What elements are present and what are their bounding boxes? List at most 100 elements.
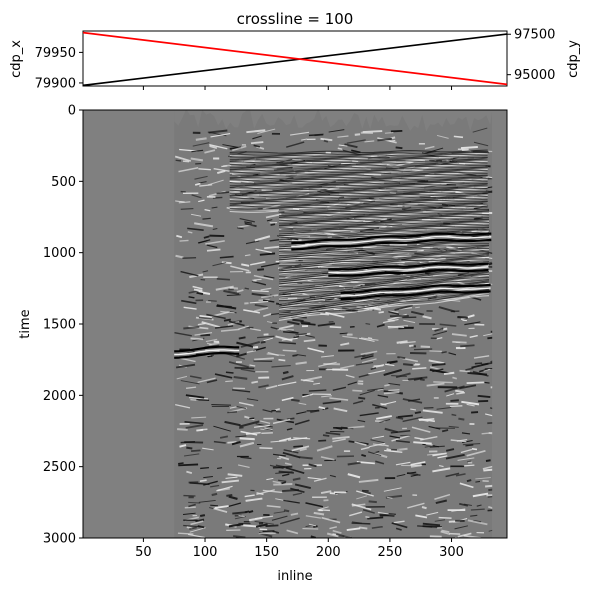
seismic-noise-stroke [458,417,465,421]
seismic-noise-stroke [466,450,486,457]
seismic-noise-stroke [378,311,384,314]
seismic-noise-stroke [249,364,256,367]
seismic-noise-stroke [294,483,311,489]
seismic-noise-stroke [437,455,448,459]
seismic-noise-stroke [238,401,254,407]
seismic-noise-stroke [320,137,333,142]
seismic-noise-stroke [203,476,213,479]
main-x-tick-label: 200 [316,545,341,560]
seismic-noise-stroke [307,477,322,480]
seismic-noise-stroke [393,520,405,524]
seismic-noise-stroke [386,448,392,452]
seismic-noise-stroke [205,338,218,343]
seismic-noise-stroke [175,404,191,409]
seismic-noise-stroke [180,208,194,210]
seismic-noise-stroke [394,304,413,311]
seismic-noise-stroke [432,368,444,373]
seismic-noise-stroke [239,437,255,441]
seismic-noise-stroke [351,503,366,507]
seismic-noise-stroke [216,278,230,281]
seismic-stratum [278,292,490,318]
seismic-noise-stroke [191,149,204,153]
seismic-noise-stroke [194,222,214,228]
seismic-noise-stroke [473,141,489,147]
seismic-noise-stroke [317,322,336,327]
seismic-noise-stroke [198,199,205,203]
seismic-noise-stroke [332,529,342,534]
seismic-noise-stroke [377,137,397,144]
seismic-noise-stroke [352,400,364,405]
seismic-stratum [229,187,488,192]
seismic-noise-stroke [352,389,363,392]
seismic-noise-stroke [321,516,341,524]
seismic-stratum [229,201,488,206]
seismic-noise-stroke [184,421,204,425]
seismic-noise-stroke [452,376,458,380]
seismic-noise-stroke [198,240,208,244]
seismic-noise-stroke [351,522,371,525]
seismic-stratum [229,149,488,154]
seismic-noise-stroke [358,396,366,400]
seismic-noise-stroke [438,464,444,468]
seismic-stratum [278,229,490,235]
seismic-noise-stroke [240,456,252,460]
seismic-noise-stroke [485,459,491,462]
main-x-tick-label: 250 [377,545,402,560]
seismic-noise-stroke [180,440,195,444]
seismic-noise-stroke [265,384,278,390]
seismic-noise-stroke [208,299,217,302]
seismic-stratum [229,163,488,169]
seismic-noise-stroke [220,310,235,314]
seismic-noise-stroke [254,235,271,242]
seismic-stratum [229,200,488,205]
seismic-noise-stroke [199,184,213,187]
top-chart-title: crossline = 100 [237,10,354,28]
seismic-noise-stroke [250,261,266,266]
seismic-noise-stroke [185,424,204,429]
seismic-noise-stroke [261,294,279,299]
top-right-axis-label: cdp_y [566,40,581,78]
seismic-noise-stroke [211,403,231,406]
seismic-noise-stroke [183,524,201,528]
seismic-noise-stroke [260,287,272,291]
seismic-noise-stroke [198,316,212,320]
seismic-noise-stroke [472,127,488,133]
seismic-stratum [229,169,488,174]
seismic-noise-stroke [185,386,197,389]
seismic-noise-stroke [301,138,308,141]
seismic-noise-stroke [281,337,298,341]
seismic-noise-stroke [421,506,427,510]
seismic-noise-stroke [391,522,408,529]
seismic-noise-stroke [347,381,358,386]
seismic-noise-stroke [410,408,417,411]
top-left-axis-label: cdp_x [9,40,24,78]
strong-reflector [291,238,492,251]
seismic-noise-stroke [359,412,379,417]
seismic-noise-stroke [214,505,229,509]
seismic-noise-stroke [235,435,247,438]
seismic-noise-stroke [262,409,273,413]
seismic-noise-stroke [251,290,269,293]
seismic-noise-stroke [266,219,273,222]
seismic-noise-stroke [428,425,441,430]
strong-reflector [291,235,492,248]
seismic-noise-stroke [238,514,245,518]
seismic-stratum [229,197,488,202]
seismic-noise-stroke [198,500,216,503]
seismic-noise-stroke [194,331,213,336]
seismic-noise-stroke [452,340,467,344]
seismic-noise-stroke [332,386,347,391]
seismic-noise-stroke [225,371,234,374]
seismic-noise-stroke [362,130,383,133]
seismic-noise-stroke [230,265,250,272]
seismic-noise-stroke [225,476,238,479]
seismic-noise-stroke [258,384,269,389]
seismic-noise-stroke [357,419,366,423]
seismic-noise-stroke [223,318,232,322]
seismic-noise-stroke [432,330,448,336]
seismic-noise-stroke [194,175,208,180]
seismic-noise-stroke [346,527,361,532]
seismic-noise-stroke [186,446,193,450]
seismic-stratum [278,255,490,270]
seismic-noise-stroke [329,526,337,530]
